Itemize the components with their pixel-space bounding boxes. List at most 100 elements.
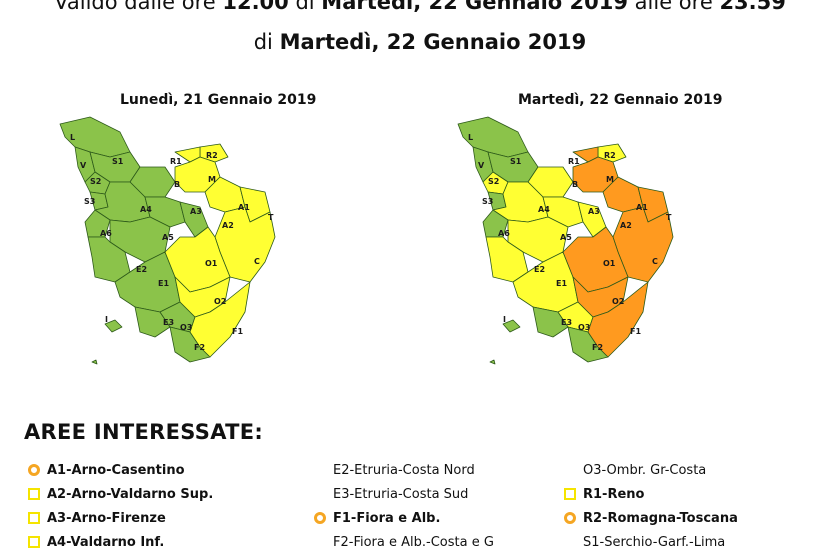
zone-labels-left: L V S1 S2 S3 R1 R2 M B A1 T A3 A2 A4 A5 … bbox=[70, 133, 274, 352]
zone-label-A2: A2 bbox=[222, 221, 234, 230]
zone-label-A3: A3 bbox=[190, 207, 202, 216]
legend-item: A3-Arno-Firenze bbox=[28, 506, 213, 530]
legend-item-label: E3-Etruria-Costa Sud bbox=[333, 486, 469, 502]
zone-label-A5: A5 bbox=[560, 233, 572, 242]
zone-label-V: V bbox=[478, 161, 485, 170]
legend-item-label: A3-Arno-Firenze bbox=[47, 510, 166, 526]
zone-label-E3: E3 bbox=[561, 318, 572, 327]
yellow-square-marker-icon bbox=[564, 488, 576, 500]
zone-label-F2: F2 bbox=[592, 343, 603, 352]
zone-label-E3: E3 bbox=[163, 318, 174, 327]
zone-label-R1: R1 bbox=[170, 157, 182, 166]
zone-label-R1: R1 bbox=[568, 157, 580, 166]
zone-shape-F1 bbox=[587, 281, 649, 358]
tuscany-map-monday-svg: L V S1 S2 S3 R1 R2 M B A1 T A3 A2 A4 A5 … bbox=[59, 116, 276, 365]
legend-column-1: A1-Arno-Casentino A2-Arno-Valdarno Sup. A3… bbox=[28, 458, 213, 554]
yellow-square-marker-icon bbox=[28, 536, 40, 548]
empty-marker bbox=[314, 488, 326, 500]
zone-label-E2: E2 bbox=[534, 265, 545, 274]
legend-item-label: A1-Arno-Casentino bbox=[47, 462, 185, 478]
zone-shape-A6 bbox=[84, 209, 111, 238]
zone-label-S3: S3 bbox=[84, 197, 95, 206]
legend-item: A2-Arno-Valdarno Sup. bbox=[28, 482, 213, 506]
zone-label-T: T bbox=[666, 213, 672, 222]
zone-shape-A6 bbox=[482, 209, 509, 238]
legend-column-2: E2-Etruria-Costa Nord E3-Etruria-Costa Su… bbox=[314, 458, 494, 554]
yellow-square-marker-icon bbox=[28, 488, 40, 500]
start-date: Martedì, 22 Gennaio 2019 bbox=[321, 0, 628, 14]
zone-label-F1: F1 bbox=[232, 327, 243, 336]
validity-di-2: di bbox=[253, 30, 280, 54]
zone-label-R2: R2 bbox=[604, 151, 616, 160]
validity-line-2: di Martedì, 22 Gennaio 2019 bbox=[0, 30, 840, 54]
legend-item-label: F1-Fiora e Alb. bbox=[333, 510, 441, 526]
orange-circle-marker-icon bbox=[564, 512, 576, 524]
zone-label-I: I bbox=[503, 315, 506, 324]
legend-item: A1-Arno-Casentino bbox=[28, 458, 213, 482]
legend-item: F2-Fiora e Alb.-Costa e G bbox=[314, 530, 494, 554]
zone-label-A2: A2 bbox=[620, 221, 632, 230]
legend-item: S1-Serchio-Garf.-Lima bbox=[564, 530, 738, 554]
validity-di: di bbox=[288, 0, 322, 14]
zone-label-A4: A4 bbox=[538, 205, 550, 214]
zone-label-L: L bbox=[70, 133, 75, 142]
map-date-label-left: Lunedì, 21 Gennaio 2019 bbox=[120, 92, 317, 108]
orange-circle-marker-icon bbox=[314, 512, 326, 524]
validity-alle: alle ore bbox=[628, 0, 720, 14]
zone-label-S3: S3 bbox=[482, 197, 493, 206]
zone-shape-A2 bbox=[577, 201, 607, 238]
end-time: 23.59 bbox=[719, 0, 786, 14]
zone-label-I: I bbox=[105, 315, 108, 324]
zone-label-A4: A4 bbox=[140, 205, 152, 214]
zone-label-B: B bbox=[174, 180, 180, 189]
legend-item: O3-Ombr. Gr-Costa bbox=[564, 458, 738, 482]
island-small bbox=[489, 359, 496, 365]
zone-label-S1: S1 bbox=[510, 157, 522, 166]
end-date: Martedì, 22 Gennaio 2019 bbox=[279, 30, 587, 54]
legend-item: E2-Etruria-Costa Nord bbox=[314, 458, 494, 482]
zone-label-C: C bbox=[254, 257, 260, 266]
start-time: 12.00 bbox=[222, 0, 289, 14]
legend-column-3: O3-Ombr. Gr-Costa R1-Reno R2-Romagna-Tosca… bbox=[564, 458, 738, 554]
legend-item-label: O3-Ombr. Gr-Costa bbox=[583, 462, 707, 478]
legend-item-label: A2-Arno-Valdarno Sup. bbox=[47, 486, 214, 502]
island-elba bbox=[104, 319, 123, 333]
legend-item-label: S1-Serchio-Garf.-Lima bbox=[583, 534, 726, 550]
zone-label-A3: A3 bbox=[588, 207, 600, 216]
empty-marker bbox=[564, 536, 576, 548]
zone-label-V: V bbox=[80, 161, 87, 170]
zone-shape-A2 bbox=[179, 201, 209, 238]
zone-label-O3: O3 bbox=[180, 323, 192, 332]
zone-label-S2: S2 bbox=[90, 177, 101, 186]
zone-label-C: C bbox=[652, 257, 658, 266]
zone-label-A6: A6 bbox=[498, 229, 510, 238]
empty-marker bbox=[314, 464, 326, 476]
zone-label-S1: S1 bbox=[112, 157, 124, 166]
island-elba bbox=[502, 319, 521, 333]
zone-labels-right: L V S1 S2 S3 R1 R2 M B A1 T A3 A2 A4 A5 … bbox=[468, 133, 672, 352]
zone-label-M: M bbox=[208, 175, 216, 184]
empty-marker bbox=[564, 464, 576, 476]
legend-item-label: F2-Fiora e Alb.-Costa e G bbox=[333, 534, 494, 550]
tuscany-map-tuesday-svg: L V S1 S2 S3 R1 R2 M B A1 T A3 A2 A4 A5 … bbox=[457, 116, 674, 365]
zone-label-F1: F1 bbox=[630, 327, 641, 336]
zone-label-A1: A1 bbox=[238, 203, 250, 212]
zone-label-O2: O2 bbox=[612, 297, 624, 306]
zone-shape-F1 bbox=[189, 281, 251, 358]
zone-label-A1: A1 bbox=[636, 203, 648, 212]
zone-label-A6: A6 bbox=[100, 229, 112, 238]
zone-label-O3: O3 bbox=[578, 323, 590, 332]
zone-label-E2: E2 bbox=[136, 265, 147, 274]
legend-item: R1-Reno bbox=[564, 482, 738, 506]
legend-item: E3-Etruria-Costa Sud bbox=[314, 482, 494, 506]
legend-item-label: A4-Valdarno Inf. bbox=[47, 534, 165, 550]
legend-item: R2-Romagna-Toscana bbox=[564, 506, 738, 530]
zone-label-R2: R2 bbox=[206, 151, 218, 160]
validity-line-1: Valido dalle ore 12.00 di Martedì, 22 Ge… bbox=[0, 0, 840, 14]
zone-label-S2: S2 bbox=[488, 177, 499, 186]
legend-item: F1-Fiora e Alb. bbox=[314, 506, 494, 530]
legend-item-label: R1-Reno bbox=[583, 486, 645, 502]
legend-item-label: E2-Etruria-Costa Nord bbox=[333, 462, 475, 478]
zone-label-F2: F2 bbox=[194, 343, 205, 352]
orange-circle-marker-icon bbox=[28, 464, 40, 476]
